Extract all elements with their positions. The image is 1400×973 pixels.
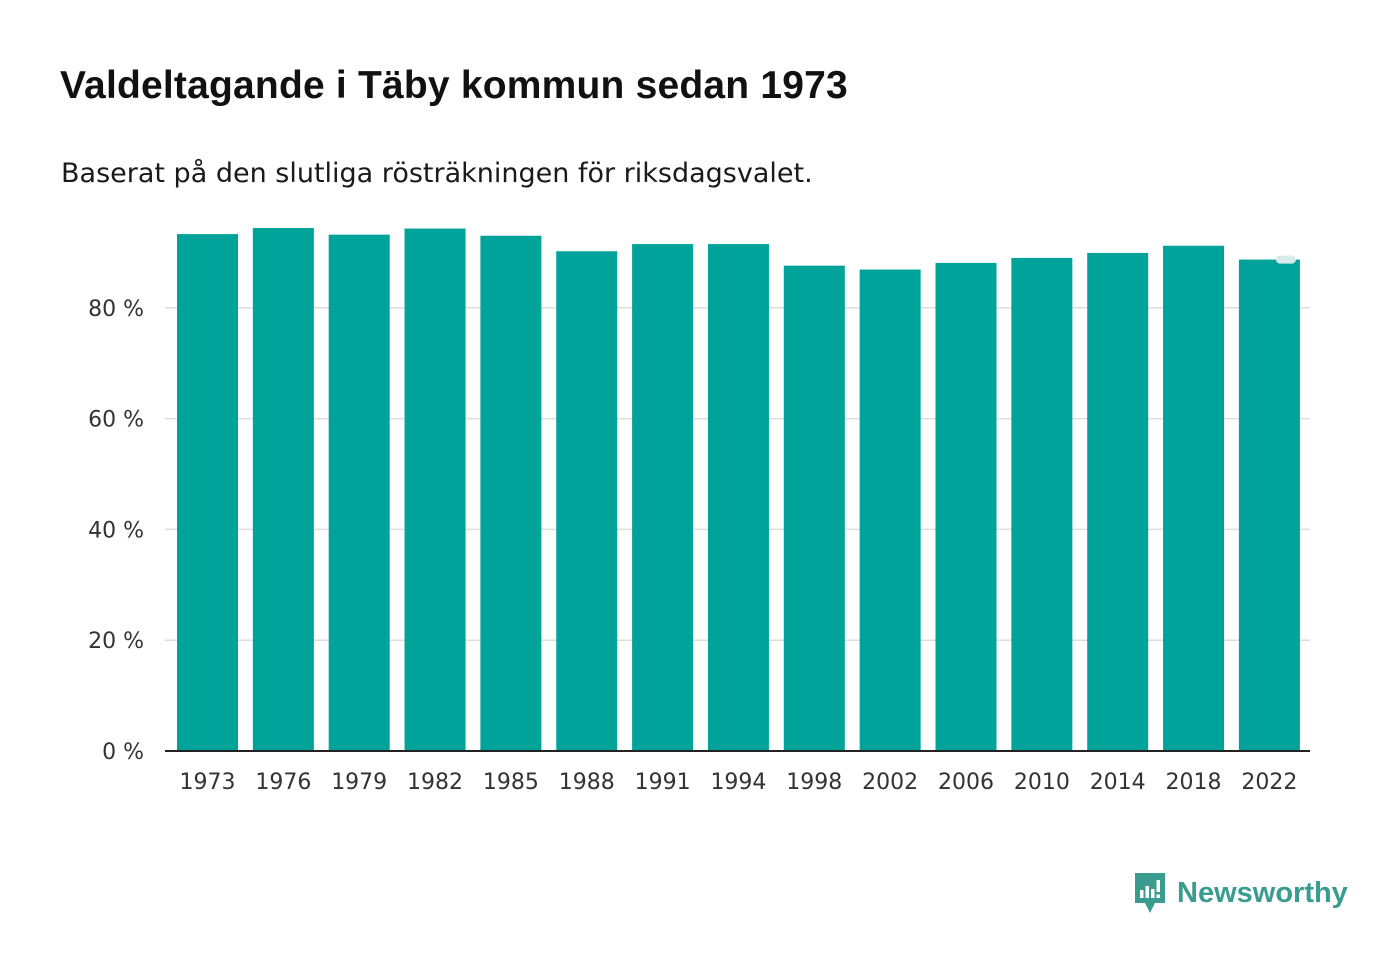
newsworthy-logo-icon <box>1135 873 1165 913</box>
bar <box>404 228 466 752</box>
x-tick-label: 1979 <box>331 770 387 795</box>
y-tick-label: 60 % <box>88 408 144 433</box>
bar <box>1087 252 1149 751</box>
bar <box>859 269 921 751</box>
bar <box>707 244 769 751</box>
bar <box>328 234 390 751</box>
chart-subtitle: Baserat på den slutliga rösträkningen fö… <box>61 158 813 189</box>
x-tick-label: 2018 <box>1166 770 1222 795</box>
bar <box>556 251 618 751</box>
x-tick-label: 2022 <box>1241 770 1297 795</box>
x-tick-label: 2006 <box>938 770 994 795</box>
brand-name: Newsworthy <box>1177 876 1348 909</box>
x-tick-label: 1973 <box>180 770 236 795</box>
y-tick-label: 40 % <box>88 518 144 543</box>
y-tick-label: 0 % <box>102 740 144 765</box>
x-tick-label: 1982 <box>407 770 463 795</box>
y-tick-label: 20 % <box>88 629 144 654</box>
brand-logo: Newsworthy <box>1133 871 1348 915</box>
x-tick-label: 1994 <box>710 770 766 795</box>
bar <box>177 234 238 751</box>
bar <box>1011 257 1073 751</box>
x-tick-label: 2002 <box>862 770 918 795</box>
chart-title: Valdeltagande i Täby kommun sedan 1973 <box>60 64 848 107</box>
bar <box>935 262 997 751</box>
bar <box>1163 245 1225 751</box>
last-bar-marker <box>1275 255 1296 264</box>
bar <box>1238 259 1300 751</box>
bar <box>783 265 845 751</box>
x-tick-label: 2014 <box>1090 770 1146 795</box>
x-tick-label: 1998 <box>786 770 842 795</box>
x-tick-label: 1988 <box>559 770 615 795</box>
bar <box>480 235 542 752</box>
y-tick-label: 80 % <box>88 297 144 322</box>
x-tick-label: 1976 <box>255 770 311 795</box>
bar <box>252 228 314 751</box>
x-tick-label: 1991 <box>635 770 691 795</box>
x-tick-label: 1985 <box>483 770 539 795</box>
x-tick-label: 2010 <box>1014 770 1070 795</box>
bar <box>632 244 694 751</box>
